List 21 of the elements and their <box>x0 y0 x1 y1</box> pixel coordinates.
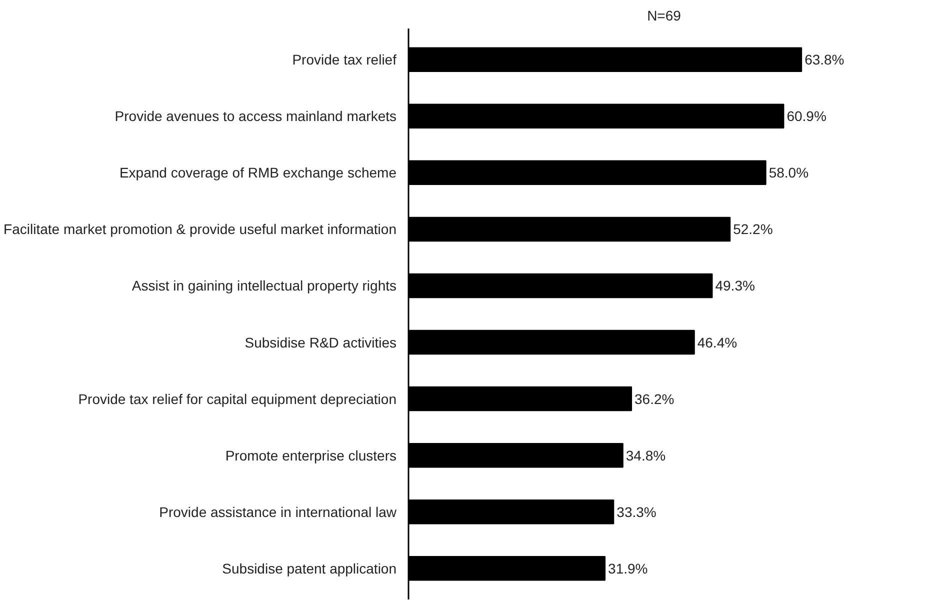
chart-title: N=69 <box>647 8 682 24</box>
y-tick-label: Expand coverage of RMB exchange scheme <box>119 164 397 181</box>
data-label: 60.9% <box>786 108 826 124</box>
data-label: 49.3% <box>715 278 755 294</box>
data-label: 34.8% <box>626 447 666 464</box>
data-label: 63.8% <box>804 52 844 68</box>
y-tick-label: Provide tax relief <box>292 52 397 68</box>
data-label: 36.2% <box>634 390 674 407</box>
data-label: 33.3% <box>616 504 656 520</box>
y-tick-label: Facilitate market promotion & provide useful market information <box>4 221 397 238</box>
data-label: 46.4% <box>697 334 738 350</box>
y-tick-label: Provide avenues to access mainland markets <box>114 108 397 124</box>
y-tick-label: Subsidise R&D activities <box>244 334 397 350</box>
data-label: 52.2% <box>733 221 773 238</box>
data-label: 58.0% <box>768 164 809 181</box>
y-tick-label: Provide tax relief for capital equipment depreciation <box>78 390 397 407</box>
y-tick-label: Promote enterprise clusters <box>225 447 397 464</box>
data-label: 31.9% <box>608 560 648 576</box>
y-tick-label: Assist in gaining intellectual property rights <box>132 278 396 294</box>
y-tick-label: Subsidise patent application <box>222 560 396 576</box>
y-tick-label: Provide assistance in international law <box>159 504 398 520</box>
